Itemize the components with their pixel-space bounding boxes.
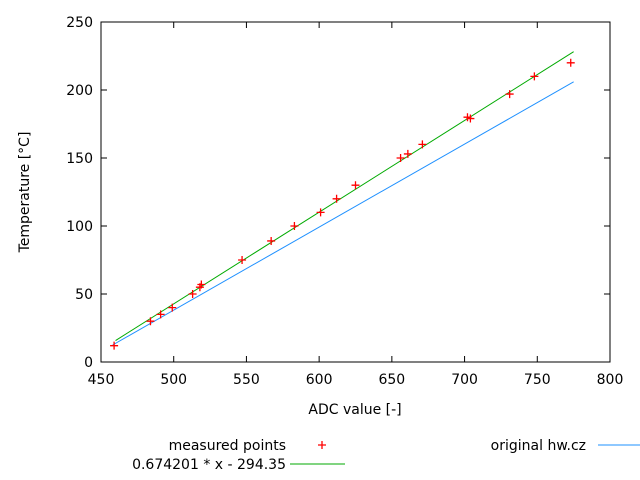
x-tick-label: 700 — [451, 372, 478, 388]
x-tick-label: 750 — [524, 372, 551, 388]
data-point — [351, 181, 360, 190]
y-tick-label: 0 — [84, 355, 93, 371]
data-point — [267, 236, 276, 245]
y-tick-label: 50 — [75, 287, 93, 303]
data-point — [396, 154, 405, 162]
legend-label: original hw.cz — [491, 438, 586, 454]
data-point — [156, 310, 165, 319]
data-point — [168, 303, 177, 312]
data-point — [238, 256, 247, 264]
legend-marker — [318, 441, 326, 449]
data-point — [530, 72, 539, 81]
x-tick-label: 500 — [160, 372, 187, 388]
data-point — [332, 194, 341, 203]
data-point — [110, 341, 119, 350]
y-tick-label: 200 — [66, 83, 93, 99]
data-point — [290, 222, 299, 230]
x-tick-label: 600 — [306, 372, 333, 388]
x-tick-label: 800 — [597, 372, 624, 388]
data-point — [197, 280, 206, 289]
data-point — [188, 290, 197, 298]
y-tick-label: 250 — [66, 15, 93, 31]
x-tick-label: 650 — [378, 372, 405, 388]
data-point — [566, 58, 575, 67]
legend-label: 0.674201 * x - 294.35 — [132, 457, 286, 473]
plot-frame — [100, 21, 611, 363]
data-point — [316, 208, 325, 217]
data-point — [505, 90, 514, 99]
x-tick-label: 550 — [233, 372, 260, 388]
data-point — [418, 140, 427, 149]
y-tick-label: 150 — [66, 151, 93, 167]
y-axis-label: Temperature [°C] — [17, 132, 33, 254]
y-tick-label: 100 — [66, 219, 93, 235]
x-tick-label: 450 — [88, 372, 115, 388]
data-point — [466, 114, 475, 123]
data-point — [403, 149, 412, 158]
series-line — [112, 81, 574, 346]
data-point — [146, 317, 155, 326]
series-line — [115, 51, 574, 341]
legend-label: measured points — [169, 438, 286, 454]
x-axis-label: ADC value [-] — [308, 402, 401, 418]
